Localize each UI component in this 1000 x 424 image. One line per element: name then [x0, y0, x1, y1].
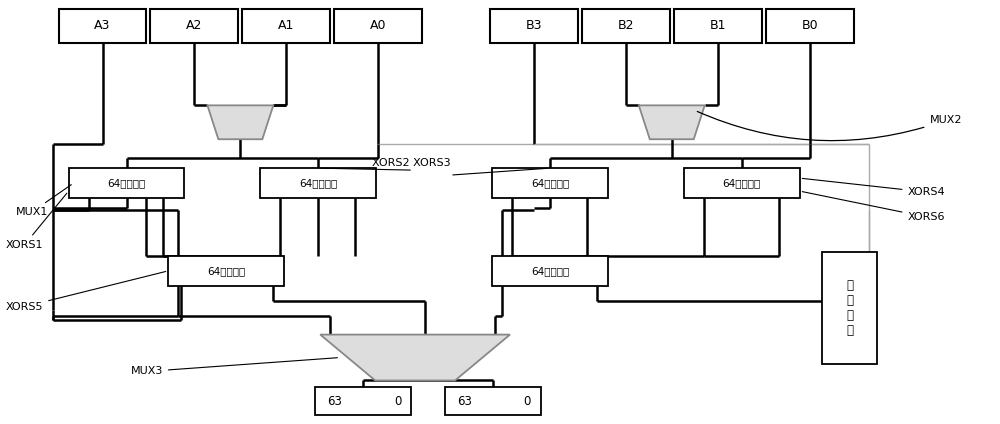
Bar	[445, 388, 541, 416]
Text: MUX1: MUX1	[16, 185, 71, 217]
Text: XORS1: XORS1	[6, 193, 67, 250]
Bar	[334, 8, 422, 42]
Text: A2: A2	[186, 19, 203, 32]
Text: A3: A3	[94, 19, 111, 32]
Bar	[674, 8, 762, 42]
Bar	[260, 168, 376, 198]
Text: XORS4: XORS4	[802, 179, 945, 197]
Text: 64个异或门: 64个异或门	[723, 178, 761, 188]
Bar	[492, 256, 608, 286]
Text: 64个异或门: 64个异或门	[107, 178, 146, 188]
Text: B2: B2	[618, 19, 634, 32]
Text: B3: B3	[526, 19, 542, 32]
Text: B0: B0	[801, 19, 818, 32]
Text: 0: 0	[524, 395, 531, 408]
Bar	[684, 168, 800, 198]
Text: A1: A1	[278, 19, 294, 32]
Bar	[69, 168, 184, 198]
Bar	[168, 256, 284, 286]
Text: 64个异或门: 64个异或门	[531, 266, 569, 276]
Text: 63: 63	[457, 395, 472, 408]
Text: 64个异或门: 64个异或门	[207, 266, 246, 276]
Bar	[490, 8, 578, 42]
Bar	[582, 8, 670, 42]
Text: B1: B1	[709, 19, 726, 32]
Bar	[766, 8, 854, 42]
Text: MUX2: MUX2	[697, 112, 962, 141]
Bar	[315, 388, 411, 416]
Text: 0: 0	[394, 395, 401, 408]
Bar	[242, 8, 330, 42]
Polygon shape	[320, 335, 510, 380]
Polygon shape	[207, 105, 273, 139]
Bar	[822, 252, 877, 363]
Bar	[150, 8, 238, 42]
Text: 控
制
信
号: 控 制 信 号	[846, 279, 853, 337]
Text: 64个异或门: 64个异或门	[531, 178, 569, 188]
Bar	[492, 168, 608, 198]
Bar	[59, 8, 146, 42]
Text: XORS2 XORS3: XORS2 XORS3	[372, 158, 451, 168]
Text: A0: A0	[370, 19, 386, 32]
Text: MUX3: MUX3	[131, 358, 337, 377]
Text: 63: 63	[327, 395, 342, 408]
Text: XORS6: XORS6	[802, 192, 945, 222]
Text: XORS5: XORS5	[6, 271, 166, 312]
Text: 64个异或门: 64个异或门	[299, 178, 337, 188]
Polygon shape	[639, 105, 705, 139]
